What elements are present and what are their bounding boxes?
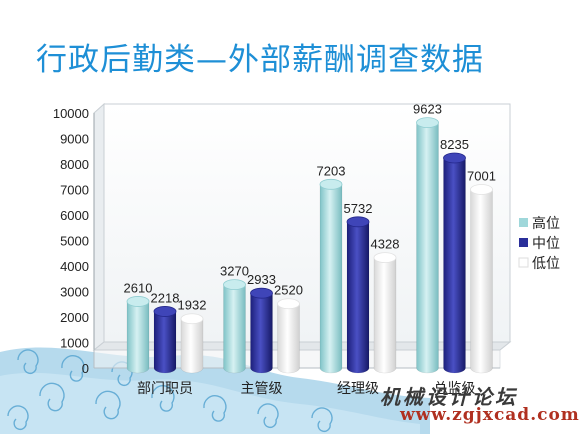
bar-value-label: 2218 <box>151 290 180 305</box>
y-axis-ticks: 0 1000 2000 3000 4000 5000 6000 7000 8000 9000 100… <box>53 106 89 376</box>
bar: 7203 <box>317 163 346 374</box>
slide-title: 行政后勤类—外部薪酬调查数据 <box>36 42 484 78</box>
y-tick-label: 8000 <box>60 157 89 172</box>
x-category-label: 主管级 <box>241 381 283 397</box>
bar-value-label: 4328 <box>371 237 400 252</box>
wave-decoration <box>0 347 430 434</box>
bar: 2218 <box>151 290 180 374</box>
bar: 1932 <box>178 298 207 374</box>
y-tick-label: 5000 <box>60 234 89 249</box>
watermark-text: 机械设计论坛 <box>380 385 518 409</box>
bar: 7001 <box>467 168 496 374</box>
bar-value-label: 2610 <box>124 280 153 295</box>
y-tick-label: 4000 <box>60 259 89 274</box>
bar: 8235 <box>440 137 469 374</box>
bar-value-label: 5732 <box>344 201 373 216</box>
bar: 9623 <box>413 102 442 374</box>
x-category-label: 经理级 <box>337 381 379 397</box>
bar: 4328 <box>371 237 400 374</box>
watermark-url: www.zgjxcad.com <box>400 405 580 425</box>
bar: 3270 <box>220 264 249 374</box>
y-tick-label: 0 <box>82 361 89 376</box>
bar-value-label: 8235 <box>440 137 469 152</box>
y-tick-label: 1000 <box>60 336 89 351</box>
x-category-label: 总监级 <box>434 381 476 397</box>
y-tick-label: 9000 <box>60 132 89 147</box>
y-tick-label: 2000 <box>60 310 89 325</box>
legend-label: 低位 <box>532 256 560 272</box>
bar: 2933 <box>247 272 276 374</box>
bar-value-label: 3270 <box>220 264 249 279</box>
legend-label: 高位 <box>532 215 560 232</box>
legend-label: 中位 <box>532 236 560 252</box>
bar: 2610 <box>124 280 153 374</box>
bar-value-label: 2933 <box>247 272 276 287</box>
bar-value-label: 2520 <box>274 283 303 298</box>
legend-swatch <box>519 238 528 247</box>
legend-swatch <box>519 218 528 227</box>
bar-value-label: 7203 <box>317 163 346 178</box>
legend-swatch <box>518 257 529 268</box>
y-tick-label: 10000 <box>53 106 89 121</box>
x-category-label: 部门职员 <box>137 381 193 397</box>
y-tick-label: 7000 <box>60 183 89 198</box>
y-tick-label: 6000 <box>60 208 89 223</box>
bar-value-label: 9623 <box>413 102 442 117</box>
x-axis-labels: 部门职员 主管级 经理级 总监级 <box>137 381 476 397</box>
bar: 5732 <box>344 201 373 374</box>
bar-value-label: 7001 <box>467 168 496 183</box>
bar: 2520 <box>274 283 303 374</box>
y-tick-label: 3000 <box>60 285 89 300</box>
bar-value-label: 1932 <box>178 298 207 313</box>
